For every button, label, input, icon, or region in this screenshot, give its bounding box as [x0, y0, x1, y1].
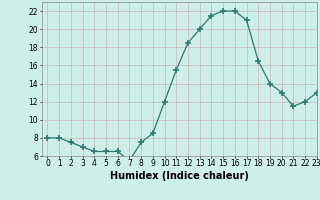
X-axis label: Humidex (Indice chaleur): Humidex (Indice chaleur) [110, 171, 249, 181]
